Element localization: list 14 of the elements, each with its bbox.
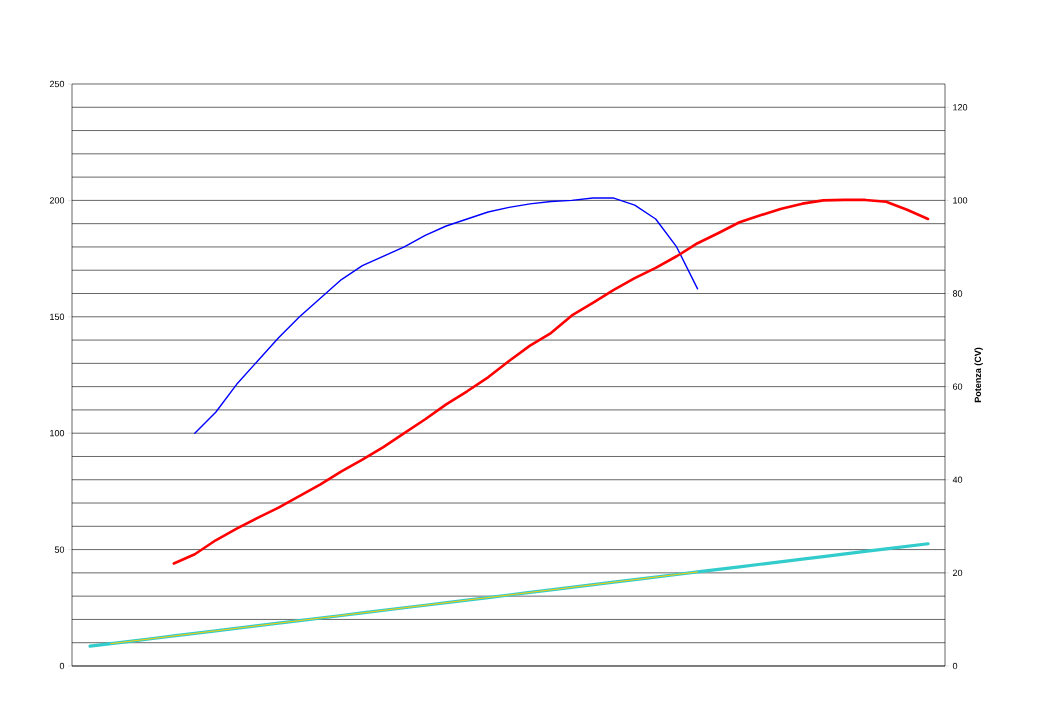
y-tick-label: 0 [59, 662, 65, 670]
y2-tick-label: 60 [952, 383, 963, 390]
y2-tick-label: 120 [953, 104, 968, 111]
y2-tick-label: 40 [952, 476, 963, 483]
y2-axis-title: Potenza (CV) [974, 347, 983, 403]
y2-tick-label: 100 [953, 197, 968, 204]
y-tick-label: 200 [49, 197, 65, 204]
y-tick-label: 100 [50, 430, 65, 437]
y2-tick-label: 80 [952, 290, 963, 297]
y-tick-label: 250 [49, 80, 65, 88]
y2-tick-label: 0 [952, 662, 958, 670]
y2-tick-label: 20 [952, 569, 963, 577]
y-tick-label: 150 [50, 313, 65, 320]
y-tick-label: 50 [54, 546, 65, 553]
